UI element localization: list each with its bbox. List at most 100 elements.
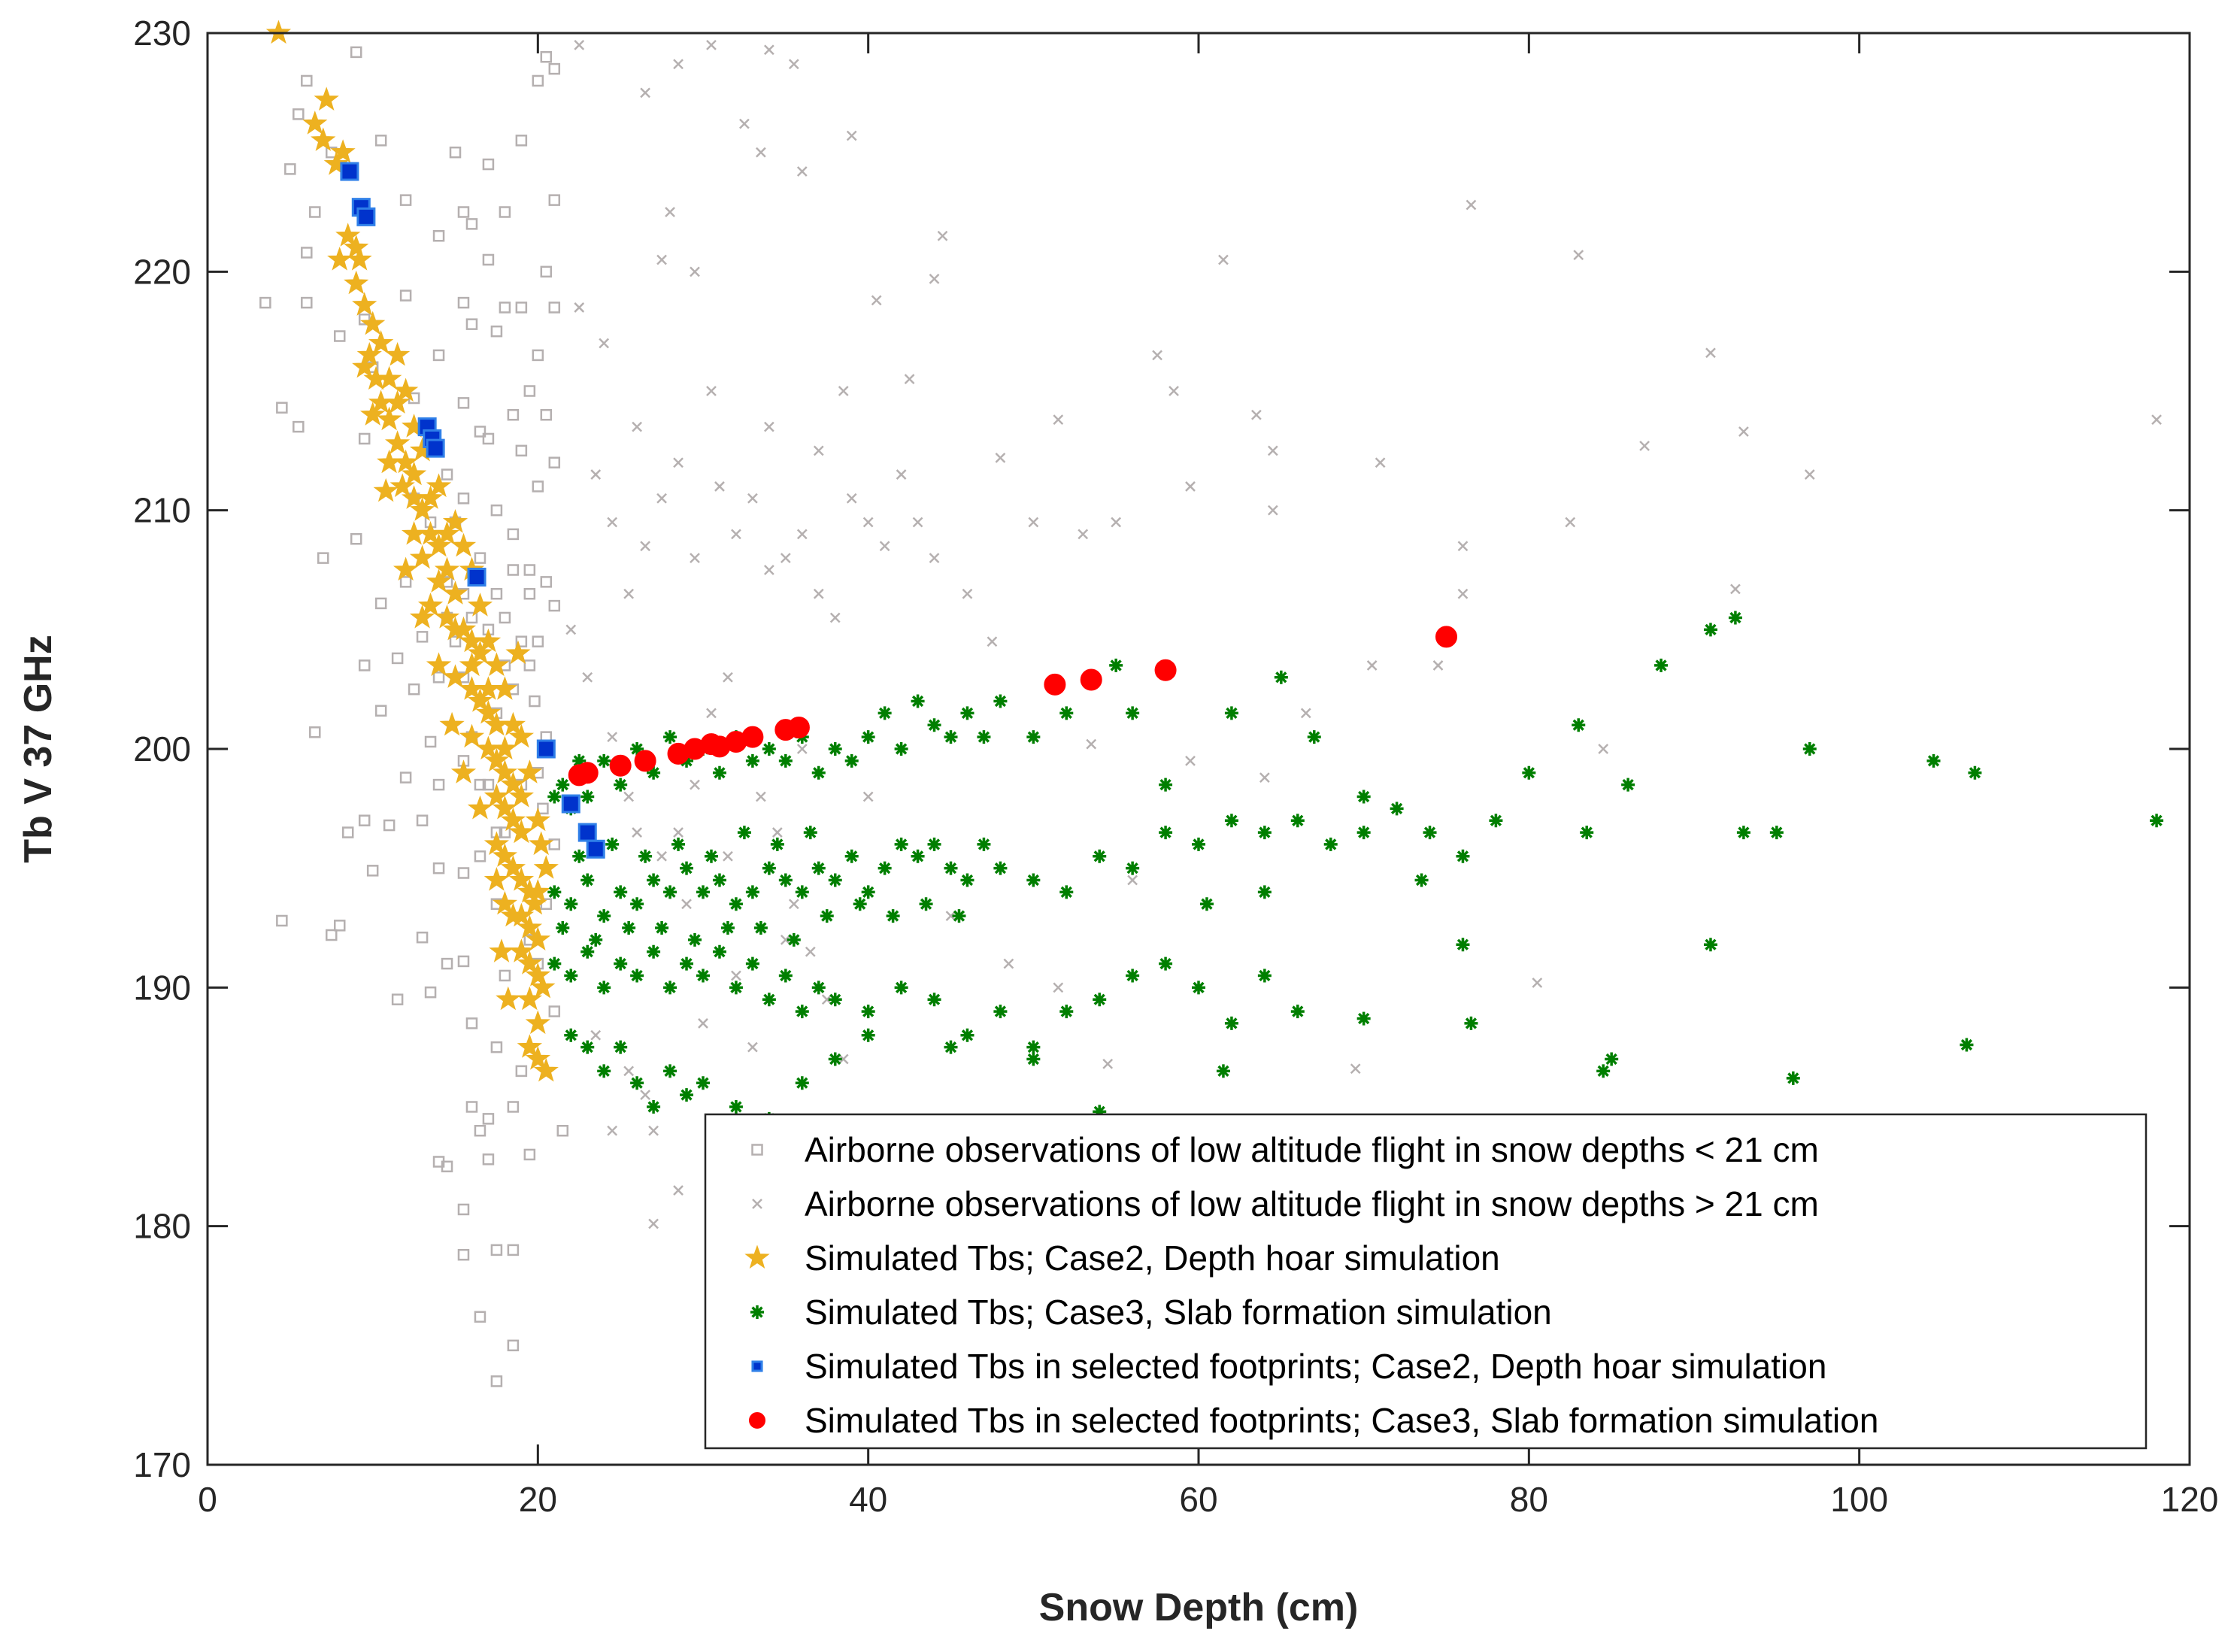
data-point — [1639, 441, 1650, 451]
data-point — [648, 1125, 659, 1136]
data-point — [731, 529, 741, 540]
data-point — [450, 532, 477, 557]
data-point — [309, 206, 321, 218]
data-point — [623, 588, 635, 599]
data-point — [632, 827, 643, 838]
data-point — [522, 890, 547, 915]
data-point — [500, 855, 526, 879]
data-point — [796, 529, 808, 540]
data-point — [1580, 826, 1594, 840]
data-point — [828, 993, 842, 1007]
legend-marker — [750, 1305, 764, 1319]
data-point — [359, 402, 386, 426]
data-point — [638, 849, 653, 863]
data-point — [1102, 1058, 1114, 1069]
data-point — [474, 850, 486, 862]
data-point — [409, 605, 435, 629]
data-point — [533, 1057, 559, 1082]
data-point — [770, 837, 784, 851]
data-point — [374, 705, 387, 717]
data-point — [373, 477, 399, 502]
data-point — [547, 956, 562, 971]
data-point — [517, 914, 543, 939]
data-point — [589, 932, 603, 947]
data-point — [737, 826, 751, 840]
data-point — [1078, 529, 1089, 540]
data-point — [1703, 938, 1717, 952]
data-point — [680, 861, 694, 875]
data-point — [474, 1311, 486, 1323]
data-point — [492, 843, 518, 867]
data-point — [490, 587, 503, 600]
data-point — [376, 406, 402, 431]
data-point — [525, 1010, 551, 1035]
y-tick-label: 180 — [133, 1207, 191, 1246]
data-point — [795, 885, 809, 899]
legend-label: Airborne observations of low altitude fl… — [805, 1184, 1819, 1223]
data-point — [483, 831, 510, 856]
data-point — [499, 206, 511, 218]
data-point — [739, 118, 750, 129]
data-point — [1028, 517, 1039, 528]
data-point — [474, 778, 486, 791]
data-point — [309, 726, 321, 738]
data-point — [507, 408, 520, 421]
data-point — [894, 981, 908, 995]
data-point — [1350, 1063, 1361, 1075]
data-point — [489, 938, 514, 962]
data-point — [1199, 897, 1214, 911]
data-point — [747, 493, 758, 504]
data-point — [508, 784, 535, 808]
data-point — [424, 986, 437, 999]
data-point — [778, 968, 793, 983]
data-point — [358, 432, 371, 445]
data-point — [344, 270, 369, 295]
data-point — [499, 826, 511, 838]
data-point — [680, 753, 694, 768]
data-point — [547, 885, 562, 899]
legend: Airborne observations of low altitude fl… — [704, 1113, 2148, 1450]
data-point — [374, 597, 387, 610]
data-point — [356, 207, 376, 226]
data-point — [580, 1040, 595, 1054]
data-point — [465, 611, 478, 624]
data-point — [788, 899, 799, 910]
data-point — [944, 861, 958, 875]
y-tick-label: 210 — [133, 491, 191, 530]
y-tick-label: 190 — [133, 968, 191, 1007]
data-point — [630, 897, 644, 911]
data-point — [467, 688, 493, 712]
data-point — [696, 885, 710, 899]
data-point — [1375, 457, 1386, 468]
data-point — [507, 564, 520, 576]
data-point — [962, 588, 973, 599]
data-point — [861, 1028, 875, 1042]
data-point — [515, 1065, 528, 1078]
data-point — [482, 778, 495, 791]
x-tick-label: 0 — [198, 1480, 217, 1519]
data-point — [1109, 658, 1123, 672]
data-point — [449, 635, 462, 647]
data-point — [787, 932, 801, 947]
data-point — [548, 194, 561, 206]
data-point — [457, 493, 470, 505]
data-point — [1259, 772, 1270, 783]
data-point — [507, 528, 520, 541]
data-point — [1224, 706, 1238, 720]
data-point — [540, 408, 553, 421]
data-point — [1274, 670, 1288, 684]
data-point — [1565, 517, 1576, 528]
data-point — [655, 921, 669, 935]
data-point — [540, 576, 553, 588]
data-point — [417, 485, 444, 509]
data-point — [912, 517, 923, 528]
y-tick-label: 220 — [133, 252, 191, 291]
data-point — [490, 1244, 503, 1256]
data-point — [1457, 541, 1469, 552]
data-point — [474, 426, 486, 438]
data-point — [529, 831, 554, 856]
data-point — [492, 759, 518, 784]
data-point — [614, 956, 628, 971]
series-3 — [265, 20, 559, 1082]
data-point — [442, 580, 468, 605]
